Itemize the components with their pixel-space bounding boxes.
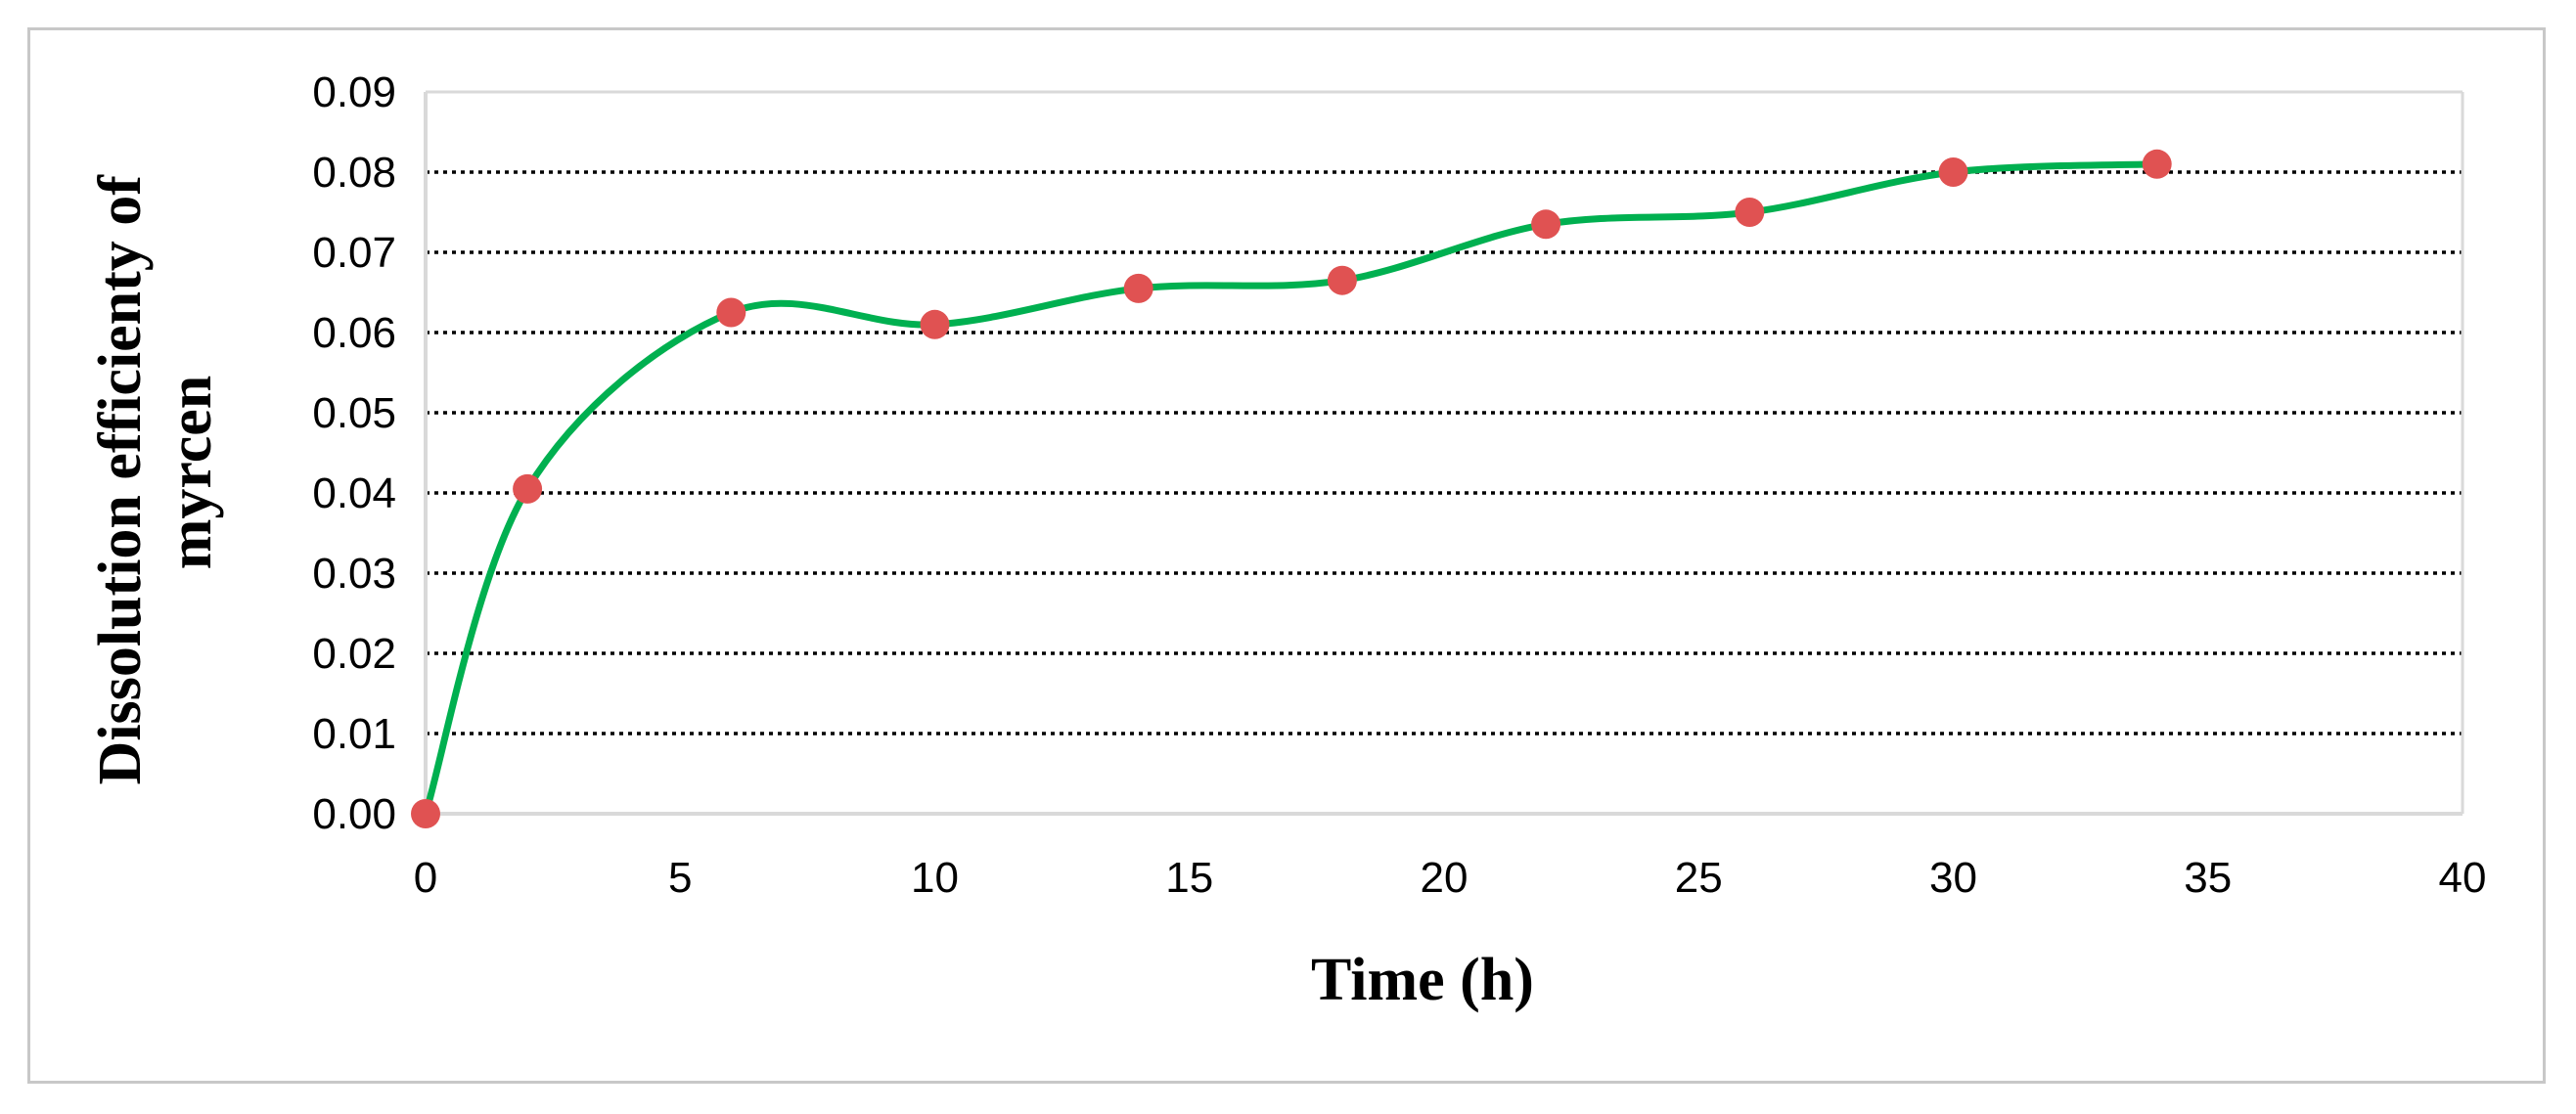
axes xyxy=(424,90,2464,816)
y-axis-title: Dissolution efficienty of myrcen xyxy=(87,160,224,785)
series xyxy=(411,149,2172,828)
chart-frame: 0.00 0.01 0.02 0.03 0.04 0.05 0.06 0.07 0.08 0.09… xyxy=(27,27,2546,1084)
x-tick-label: 40 xyxy=(2439,854,2487,902)
y-tick-label: 0.09 xyxy=(312,68,396,116)
x-tick-label: 25 xyxy=(1675,854,1723,902)
y-tick-label: 0.02 xyxy=(312,630,396,678)
data-point xyxy=(1327,265,1357,295)
data-point xyxy=(920,309,950,339)
y-tick-label: 0.05 xyxy=(312,389,396,437)
data-point xyxy=(716,297,746,328)
y-tick-label: 0.01 xyxy=(312,710,396,758)
data-point xyxy=(1123,273,1153,303)
y-tick-label: 0.04 xyxy=(312,469,396,517)
x-tick-labels: 0 5 10 15 20 25 30 35 40 xyxy=(414,854,2487,902)
x-tick-label: 35 xyxy=(2184,854,2232,902)
data-point xyxy=(1735,198,1765,227)
x-tick-label: 30 xyxy=(1929,854,1977,902)
y-tick-label: 0.00 xyxy=(312,790,396,838)
data-point xyxy=(1938,157,1968,187)
y-tick-labels: 0.00 0.01 0.02 0.03 0.04 0.05 0.06 0.07 0.08 0.09 xyxy=(312,68,396,838)
data-point xyxy=(2142,149,2172,179)
data-point xyxy=(513,473,543,504)
data-point xyxy=(1531,209,1561,240)
x-tick-label: 5 xyxy=(668,854,692,902)
x-tick-label: 0 xyxy=(414,854,437,902)
x-tick-label: 15 xyxy=(1165,854,1213,902)
y-tick-label: 0.08 xyxy=(312,149,396,197)
y-axis-title-line-2: myrcen xyxy=(158,376,224,570)
series-line xyxy=(422,160,2161,818)
y-tick-label: 0.03 xyxy=(312,550,396,598)
x-axis-title: Time (h) xyxy=(1311,947,1534,1013)
y-axis-title-line-1: Dissolution efficienty of xyxy=(87,174,154,785)
x-tick-label: 10 xyxy=(911,854,959,902)
y-tick-label: 0.06 xyxy=(312,309,396,357)
line-chart: 0.00 0.01 0.02 0.03 0.04 0.05 0.06 0.07 0.08 0.09… xyxy=(87,68,2487,1013)
data-point xyxy=(411,799,440,828)
grid-lines xyxy=(426,170,2463,735)
x-tick-label: 20 xyxy=(1421,854,1469,902)
y-tick-label: 0.07 xyxy=(312,229,396,277)
